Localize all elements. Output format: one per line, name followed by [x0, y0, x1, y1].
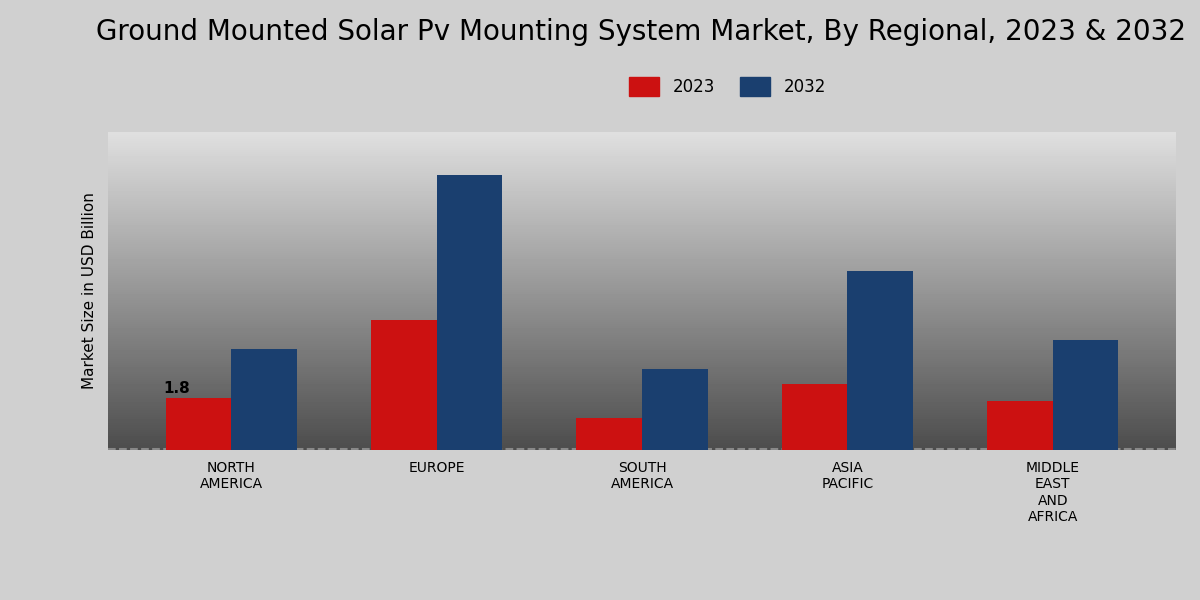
Text: Ground Mounted Solar Pv Mounting System Market, By Regional, 2023 & 2032: Ground Mounted Solar Pv Mounting System … [96, 18, 1186, 46]
Bar [437, 175, 503, 450]
Bar [576, 418, 642, 450]
Bar [166, 398, 232, 450]
Legend: 2023, 2032: 2023, 2032 [623, 70, 833, 103]
Bar [781, 383, 847, 450]
Bar [847, 271, 913, 450]
Bar [988, 401, 1052, 450]
Bar [371, 320, 437, 450]
Bar [1052, 340, 1118, 450]
Text: 1.8: 1.8 [163, 381, 191, 396]
Y-axis label: Market Size in USD Billion: Market Size in USD Billion [82, 193, 97, 389]
Bar [642, 369, 708, 450]
Bar [232, 349, 296, 450]
